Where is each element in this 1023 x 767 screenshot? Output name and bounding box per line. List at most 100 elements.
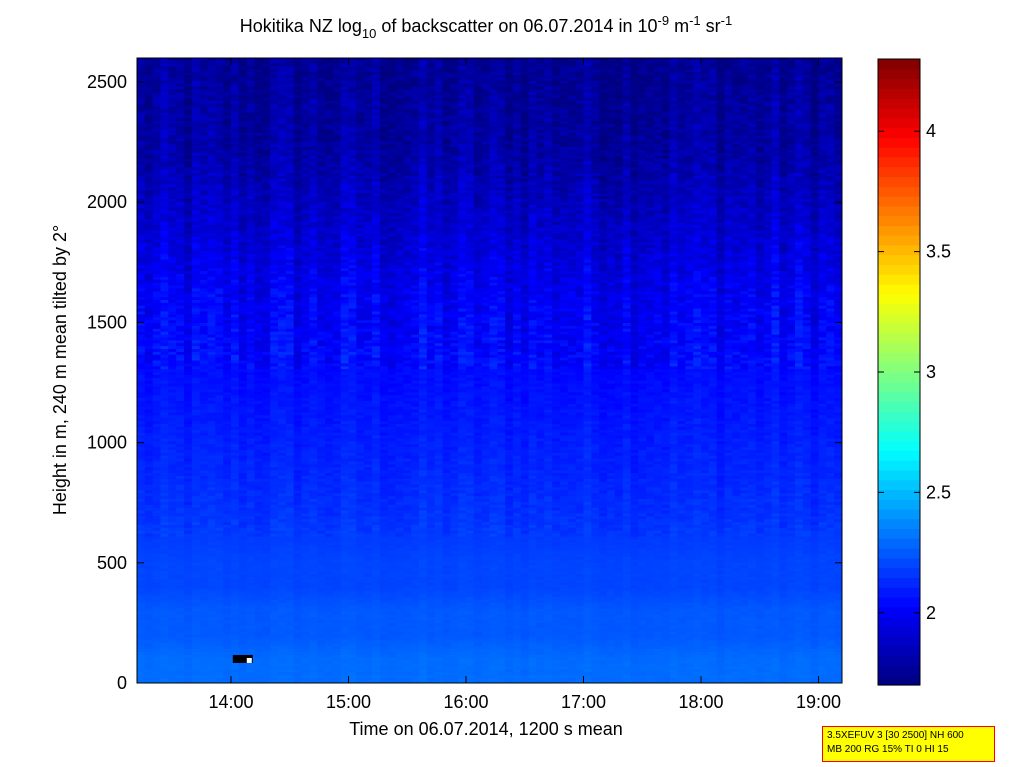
heatmap-cell [607, 645, 616, 649]
heatmap-cell [646, 648, 655, 652]
heatmap-cell [191, 659, 201, 664]
heatmap-cell [372, 651, 381, 655]
heatmap-cell [646, 671, 655, 675]
heatmap-cell [285, 636, 295, 641]
heatmap-cell [779, 657, 788, 661]
heatmap-cell [442, 671, 451, 675]
heatmap-cell [826, 674, 835, 678]
heatmap-cell [356, 648, 365, 652]
heatmap-cell [528, 651, 538, 655]
heatmap-cell [795, 665, 804, 670]
heatmap-cell [646, 636, 655, 641]
heatmap-cell [364, 648, 373, 652]
heatmap-cell [144, 642, 154, 647]
heatmap-cell [497, 662, 506, 667]
heatmap-cell [293, 659, 303, 664]
heatmap-cell [810, 671, 820, 675]
heatmap-cell [434, 648, 444, 652]
heatmap-cell [223, 639, 232, 644]
heatmap-cell [802, 642, 812, 647]
heatmap-cell [137, 645, 146, 649]
heatmap-cell [661, 677, 671, 681]
heatmap-cell [442, 659, 451, 664]
heatmap-cell [552, 651, 561, 655]
heatmap-cell [184, 674, 193, 678]
heatmap-cell [191, 665, 201, 670]
heatmap-cell [215, 662, 224, 667]
heatmap-cell [317, 648, 326, 652]
heatmap-cell [708, 674, 718, 678]
heatmap-cell [207, 636, 216, 641]
heatmap-cell [379, 636, 389, 641]
heatmap-cell [763, 648, 773, 652]
heatmap-cell [356, 659, 365, 664]
heatmap-cell [411, 662, 420, 667]
heatmap-cell [379, 665, 389, 670]
heatmap-cell [325, 657, 334, 661]
heatmap-cell [724, 665, 733, 670]
heatmap-cell [802, 668, 812, 673]
heatmap-cell [356, 654, 365, 658]
heatmap-cell [614, 648, 624, 652]
heatmap-cell [379, 654, 389, 658]
heatmap-cell [787, 657, 796, 661]
heatmap-cell [262, 634, 271, 638]
heatmap-cell [779, 651, 788, 655]
heatmap-cell [567, 648, 577, 652]
heatmap-cell [489, 668, 498, 673]
heatmap-cell [622, 680, 632, 683]
heatmap-cell [168, 651, 177, 655]
heatmap-cell [144, 654, 154, 658]
heatmap-cell [168, 668, 177, 673]
heatmap-cell [434, 657, 444, 661]
heatmap-cell [513, 657, 522, 661]
heatmap-cell [372, 659, 381, 664]
heatmap-cell [677, 636, 686, 641]
heatmap-cell [591, 639, 600, 644]
heatmap-cell [442, 651, 451, 655]
heatmap-cell [630, 657, 639, 661]
heatmap-cell [191, 642, 201, 647]
heatmap-cell [520, 671, 530, 675]
heatmap-cell [520, 674, 530, 678]
heatmap-cell [207, 639, 216, 644]
heatmap-cell [826, 677, 835, 681]
heatmap-cell [262, 645, 271, 649]
heatmap-cell [536, 665, 545, 670]
heatmap-cell [215, 645, 224, 649]
heatmap-cell [787, 651, 796, 655]
heatmap-cell [536, 659, 545, 664]
heatmap-cell [348, 648, 357, 652]
heatmap-cell [740, 662, 749, 667]
heatmap-cell [223, 645, 232, 649]
heatmap-cell [826, 671, 835, 675]
heatmap-cell [246, 668, 256, 673]
heatmap-cell [332, 645, 342, 649]
heatmap-cell [607, 671, 616, 675]
heatmap-cell [763, 677, 773, 681]
heatmap-cell [434, 662, 444, 667]
heatmap-cell [184, 654, 193, 658]
heatmap-cell [442, 654, 451, 658]
heatmap-cell [802, 662, 812, 667]
heatmap-cell [332, 665, 342, 670]
heatmap-cell [473, 651, 483, 655]
heatmap-cell [199, 662, 209, 667]
heatmap-cell [332, 677, 342, 681]
heatmap-cell [755, 648, 765, 652]
heatmap-cell [176, 645, 185, 649]
heatmap-cell [693, 659, 702, 664]
heatmap-cell [184, 659, 193, 664]
heatmap-cell [834, 668, 842, 673]
heatmap-cell [325, 674, 334, 678]
heatmap-cell [184, 648, 193, 652]
heatmap-cell [191, 634, 201, 638]
heatmap-cell [278, 636, 287, 641]
heatmap-cell [317, 639, 326, 644]
heatmap-cell [168, 657, 177, 661]
heatmap-cell [826, 662, 835, 667]
heatmap-cell [489, 680, 498, 683]
heatmap-cell [309, 642, 318, 647]
heatmap-cell [826, 668, 835, 673]
heatmap-cell [278, 651, 287, 655]
